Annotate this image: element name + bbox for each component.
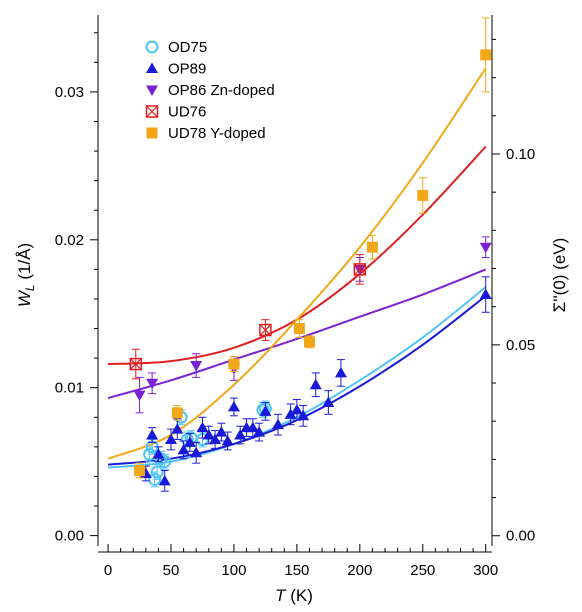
legend-label: UD76 [168, 104, 206, 121]
legend: OD75 OP89 OP86 Zn-doped UD76 UD78 Y-doped [145, 39, 275, 142]
data-point [134, 465, 146, 477]
data-point [417, 189, 429, 201]
data-point [146, 378, 159, 390]
data-point [366, 241, 378, 253]
data-point [146, 429, 159, 440]
y-tick-label-left: 0.01 [55, 380, 84, 397]
legend-marker [146, 62, 158, 73]
x-tick-label: 300 [473, 562, 498, 579]
legend-item-op86-zn-doped: OP86 Zn-doped [146, 82, 275, 99]
fit-curve-od75 [107, 286, 487, 469]
data-point [479, 288, 492, 300]
y-axis-title-right: Σ''(0) (eV) [550, 238, 569, 313]
x-axis-title: T (K) [275, 586, 313, 605]
y-tick-label-left: 0.03 [55, 84, 84, 101]
y-tick-label-right: 0.10 [506, 146, 535, 163]
legend-label: OD75 [168, 39, 207, 56]
y-axis-title-left: WL (1/Å) [15, 243, 37, 307]
data-point [183, 436, 196, 447]
data-point [479, 242, 492, 254]
data-point [228, 358, 240, 370]
data-point [297, 409, 310, 421]
legend-marker [146, 85, 158, 96]
data-point [284, 408, 297, 419]
y-tick-label-right: 0.00 [506, 528, 535, 545]
y-tick-label-left: 0.00 [55, 528, 84, 545]
data-point [246, 421, 259, 433]
data-point [259, 323, 272, 337]
x-tick-label: 100 [221, 562, 246, 579]
data-point [202, 429, 215, 440]
data-point [133, 390, 146, 402]
axes: 0 50 100 150 200 250 300 0.00 0.01 0.02 0.03 0.00 0.… [55, 15, 535, 579]
data-point [190, 361, 203, 372]
data-point [196, 421, 209, 433]
data-point [259, 405, 272, 416]
series-op89 [139, 276, 492, 492]
x-tick-label: 150 [284, 562, 309, 579]
legend-label: UD78 Y-doped [168, 125, 266, 142]
legend-item-ud76: UD76 [145, 104, 206, 121]
svg-text:T (K): T (K) [275, 586, 313, 605]
x-tick-label: 50 [163, 562, 180, 579]
fit-curve-ud76 [108, 145, 487, 366]
data-point [171, 423, 184, 434]
x-tick-label: 200 [347, 562, 372, 579]
data-point [272, 418, 285, 430]
data-point [215, 426, 228, 437]
data-point [152, 448, 165, 459]
data-point [334, 366, 347, 378]
data-point [309, 378, 322, 390]
data-point [171, 407, 183, 419]
series-ud78-y-doped [134, 17, 492, 479]
legend-label: OP89 [168, 61, 206, 78]
data-point [129, 357, 143, 371]
x-tick-label: 0 [104, 562, 112, 579]
data-point [190, 446, 203, 458]
y-tick-label-left: 0.02 [55, 232, 84, 249]
legend-marker [145, 105, 159, 118]
legend-marker [146, 127, 158, 139]
data-point [303, 336, 315, 348]
legend-item-ud78-y-doped: UD78 Y-doped [146, 125, 266, 142]
data-point [253, 426, 266, 437]
y-tick-label-right: 0.05 [506, 337, 535, 354]
data-point [293, 323, 305, 335]
legend-marker [145, 40, 159, 54]
data-point [158, 474, 171, 486]
series-ud76 [129, 254, 367, 380]
legend-label: OP86 Zn-doped [168, 82, 275, 99]
data-point [227, 400, 240, 412]
data-points [129, 17, 492, 492]
data-point [165, 433, 178, 444]
data-point [480, 49, 492, 61]
svg-text:WL (1/Å): WL (1/Å) [15, 243, 37, 307]
data-point [353, 263, 367, 276]
data-point [221, 434, 234, 446]
fit-curve-op86-zn-doped [107, 268, 487, 400]
legend-item-op89: OP89 [146, 61, 206, 78]
svg-text:Σ''(0) (eV): Σ''(0) (eV) [550, 238, 569, 313]
legend-item-od75: OD75 [145, 39, 207, 56]
data-point [322, 396, 335, 407]
x-tick-label: 250 [410, 562, 435, 579]
data-point [290, 403, 303, 415]
